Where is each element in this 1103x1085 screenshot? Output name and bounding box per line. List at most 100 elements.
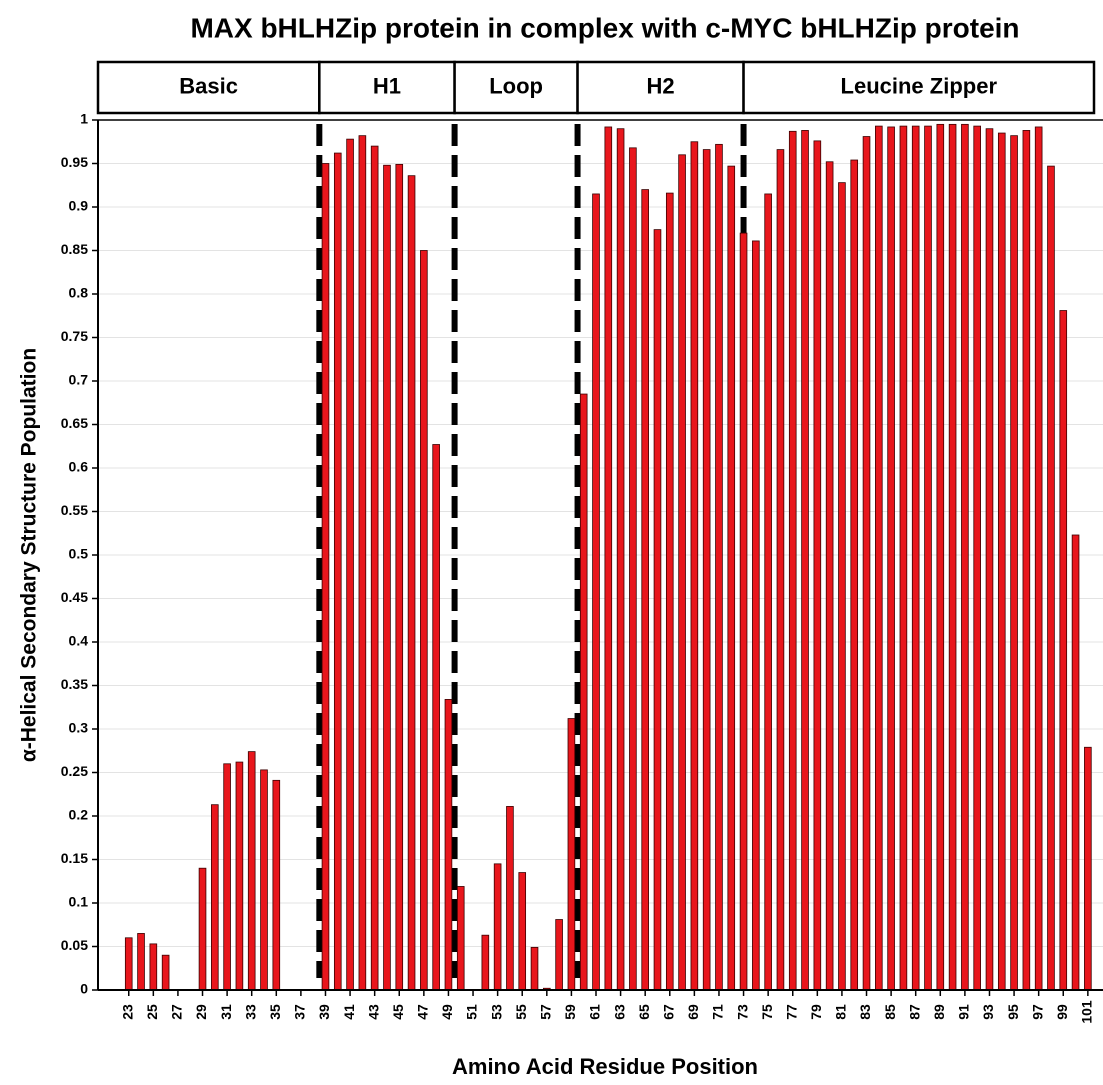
bar bbox=[665, 192, 674, 991]
bar bbox=[678, 154, 686, 991]
bar bbox=[555, 919, 563, 991]
bar bbox=[862, 136, 871, 991]
x-tick-label: 37 bbox=[292, 1004, 308, 1020]
y-tick-label: 0.55 bbox=[61, 502, 88, 518]
bar bbox=[456, 886, 465, 991]
x-tick-label: 91 bbox=[956, 1004, 972, 1020]
region-label: H1 bbox=[373, 73, 401, 98]
x-tick-label: 57 bbox=[538, 1004, 554, 1020]
x-tick-label: 75 bbox=[759, 1004, 775, 1020]
x-tick-label: 51 bbox=[464, 1004, 480, 1020]
x-tick-label: 31 bbox=[218, 1004, 234, 1020]
y-tick-label: 1 bbox=[80, 111, 88, 127]
x-tick-label: 97 bbox=[1029, 1004, 1045, 1020]
x-tick-label: 63 bbox=[611, 1004, 627, 1020]
y-tick-label: 0.6 bbox=[69, 459, 89, 475]
bar bbox=[407, 175, 416, 991]
bar bbox=[211, 804, 219, 991]
bar bbox=[899, 125, 908, 991]
y-tick-label: 0 bbox=[80, 981, 88, 997]
bar bbox=[788, 130, 797, 991]
x-tick-label: 93 bbox=[980, 1004, 996, 1020]
y-tick-label: 0.95 bbox=[61, 154, 88, 170]
bar bbox=[149, 943, 158, 991]
bar bbox=[518, 872, 527, 991]
x-tick-label: 67 bbox=[660, 1004, 676, 1020]
bar bbox=[690, 141, 699, 991]
y-tick-label: 0.4 bbox=[69, 633, 89, 649]
bar bbox=[481, 934, 490, 991]
bar bbox=[383, 164, 391, 991]
bar bbox=[260, 769, 268, 991]
x-tick-label: 71 bbox=[710, 1004, 726, 1020]
bar bbox=[973, 125, 981, 991]
x-tick-label: 83 bbox=[857, 1004, 873, 1020]
bar bbox=[838, 182, 846, 991]
region-label: Basic bbox=[179, 73, 238, 98]
bar bbox=[629, 147, 637, 991]
bar bbox=[235, 761, 244, 991]
bar bbox=[924, 125, 932, 991]
x-tick-label: 47 bbox=[415, 1004, 431, 1020]
x-tick-label: 87 bbox=[906, 1004, 922, 1020]
bar bbox=[727, 165, 736, 991]
bar bbox=[1071, 534, 1080, 991]
bar bbox=[752, 240, 760, 991]
bar bbox=[776, 149, 785, 991]
bar bbox=[395, 163, 404, 991]
bar bbox=[813, 140, 822, 991]
bar bbox=[997, 132, 1006, 991]
x-tick-label: 79 bbox=[808, 1004, 824, 1020]
y-tick-label: 0.85 bbox=[61, 241, 88, 257]
bar bbox=[653, 229, 662, 991]
bar bbox=[1059, 310, 1068, 991]
bar bbox=[948, 123, 957, 991]
bar bbox=[911, 125, 920, 991]
bar bbox=[272, 779, 281, 991]
bar bbox=[124, 937, 133, 991]
x-tick-label: 101 bbox=[1079, 1000, 1095, 1024]
y-tick-label: 0.65 bbox=[61, 415, 88, 431]
y-tick-label: 0.8 bbox=[69, 285, 89, 301]
bar bbox=[702, 149, 711, 991]
x-tick-label: 25 bbox=[144, 1004, 160, 1020]
y-tick-label: 0.45 bbox=[61, 589, 88, 605]
bar bbox=[641, 189, 649, 991]
y-tick-label: 0.35 bbox=[61, 676, 88, 692]
bar bbox=[1047, 165, 1055, 991]
x-tick-label: 65 bbox=[636, 1004, 652, 1020]
x-tick-label: 33 bbox=[242, 1004, 258, 1020]
bar bbox=[1084, 746, 1092, 991]
y-tick-label: 0.1 bbox=[69, 894, 89, 910]
bar bbox=[1022, 130, 1031, 991]
bar bbox=[137, 933, 145, 991]
x-tick-label: 41 bbox=[341, 1004, 357, 1020]
x-tick-label: 89 bbox=[931, 1004, 947, 1020]
bar bbox=[370, 145, 379, 991]
y-tick-label: 0.05 bbox=[61, 937, 88, 953]
x-tick-label: 27 bbox=[169, 1004, 185, 1020]
y-tick-label: 0.7 bbox=[69, 372, 89, 388]
region-box bbox=[318, 60, 456, 115]
y-tick-label: 0.9 bbox=[69, 198, 89, 214]
bar bbox=[875, 125, 883, 991]
y-tick-label: 0.75 bbox=[61, 328, 88, 344]
x-tick-label: 59 bbox=[562, 1004, 578, 1020]
region-label: Loop bbox=[489, 73, 543, 98]
bar bbox=[1010, 135, 1018, 991]
bar bbox=[825, 161, 834, 991]
region-box bbox=[96, 60, 321, 115]
bar bbox=[715, 143, 723, 991]
bar bbox=[850, 159, 859, 991]
x-tick-label: 77 bbox=[783, 1004, 799, 1020]
bar bbox=[506, 806, 514, 991]
bar bbox=[161, 954, 170, 991]
x-axis-label: Amino Acid Residue Position bbox=[452, 1054, 758, 1079]
y-tick-label: 0.5 bbox=[69, 546, 89, 562]
bar bbox=[592, 193, 600, 991]
bar bbox=[801, 130, 809, 991]
bar bbox=[604, 126, 613, 991]
x-tick-label: 43 bbox=[365, 1004, 381, 1020]
bar bbox=[567, 718, 576, 991]
